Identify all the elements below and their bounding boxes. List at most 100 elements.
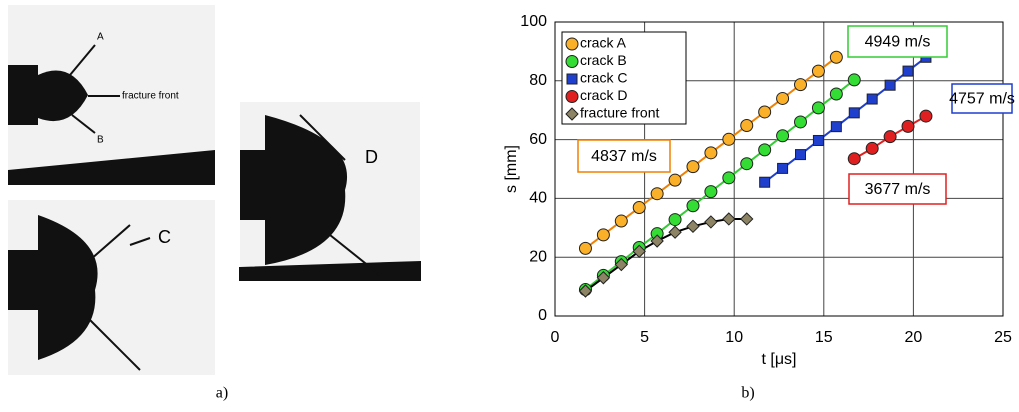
point [794,78,808,92]
point [829,50,843,64]
annotation: 3677 m/s [865,181,931,198]
point [704,146,718,160]
point [777,162,789,174]
fracture-blob [38,70,88,122]
point [650,234,664,248]
y-tick-label: 40 [529,190,547,207]
point [704,215,718,229]
point [830,121,842,133]
photo-label: A [97,32,104,43]
point [865,141,879,155]
x-tick-label: 10 [725,329,743,346]
crack [89,224,141,371]
point [758,143,772,157]
clamp [240,150,265,220]
point [614,214,628,228]
legend-label: fracture front [580,105,659,121]
fit-line [584,79,855,291]
point [686,160,700,174]
point [578,284,593,298]
point [668,173,682,187]
point [650,187,664,201]
annotation-box [577,139,671,173]
y-axis-label: s [mm] [503,145,520,193]
point [704,185,718,199]
point [883,130,897,144]
point [811,101,825,115]
arrow [69,44,96,76]
photo-label: fracture front [122,91,179,102]
point [565,90,579,103]
point [829,87,843,101]
point [847,73,861,87]
point [722,132,736,146]
point [919,109,933,123]
point [565,55,579,68]
caption: b) [741,385,754,402]
point [866,93,878,105]
point [901,119,915,133]
photo-label: C [158,227,171,247]
point [847,152,861,166]
fit-line [584,217,747,292]
annotation: 4757 m/s [949,91,1015,108]
point [596,271,611,285]
y-tick-label: 20 [529,248,547,265]
caption: a) [216,385,228,402]
fit-line [764,56,927,184]
point [902,65,914,77]
annotation-box [951,83,1013,114]
point [668,225,682,239]
support [8,150,215,185]
point [686,219,700,234]
y-tick-label: 100 [520,13,547,30]
crack [239,114,421,281]
arrow [71,114,96,134]
arrow [129,237,151,246]
x-axis-label: t [μs] [762,351,797,368]
point [722,212,736,226]
x-tick-label: 0 [551,329,560,346]
point [794,115,808,129]
x-tick-label: 20 [905,329,923,346]
annotation-box [848,173,947,205]
point [566,73,578,85]
chart: 0 20 40 60 80 100 0 5 10 15 20 25 t [μs] s [mm] crack … [503,13,1015,368]
annotation: 4837 m/s [591,148,657,165]
point [740,157,754,171]
point [795,149,807,161]
point [668,213,682,227]
y-tick-label: 60 [529,131,547,148]
photo-label: D [365,147,378,167]
legend [561,31,687,125]
point [565,107,579,121]
y-tick-label: 0 [538,307,547,324]
point [578,241,592,255]
photos: A fracture front B C D [8,5,421,375]
point [565,37,579,51]
x-tick-label: 15 [815,329,833,346]
point [596,228,610,242]
photo-label: B [97,135,104,146]
point [884,79,896,91]
point [759,176,771,188]
point [632,201,646,215]
legend-label: crack B [580,52,627,68]
point [812,134,824,146]
x-tick-label: 5 [640,329,649,346]
fracture-blob [38,215,98,360]
point [686,199,700,213]
plot-frame [554,21,1004,317]
point [776,129,790,143]
point [776,91,790,105]
point [632,244,646,259]
point [848,107,860,119]
point [740,118,754,132]
clamp [8,250,38,310]
point [740,212,754,226]
point [722,171,736,185]
y-tick-label: 80 [529,72,547,89]
point [758,105,772,119]
point [614,257,629,272]
